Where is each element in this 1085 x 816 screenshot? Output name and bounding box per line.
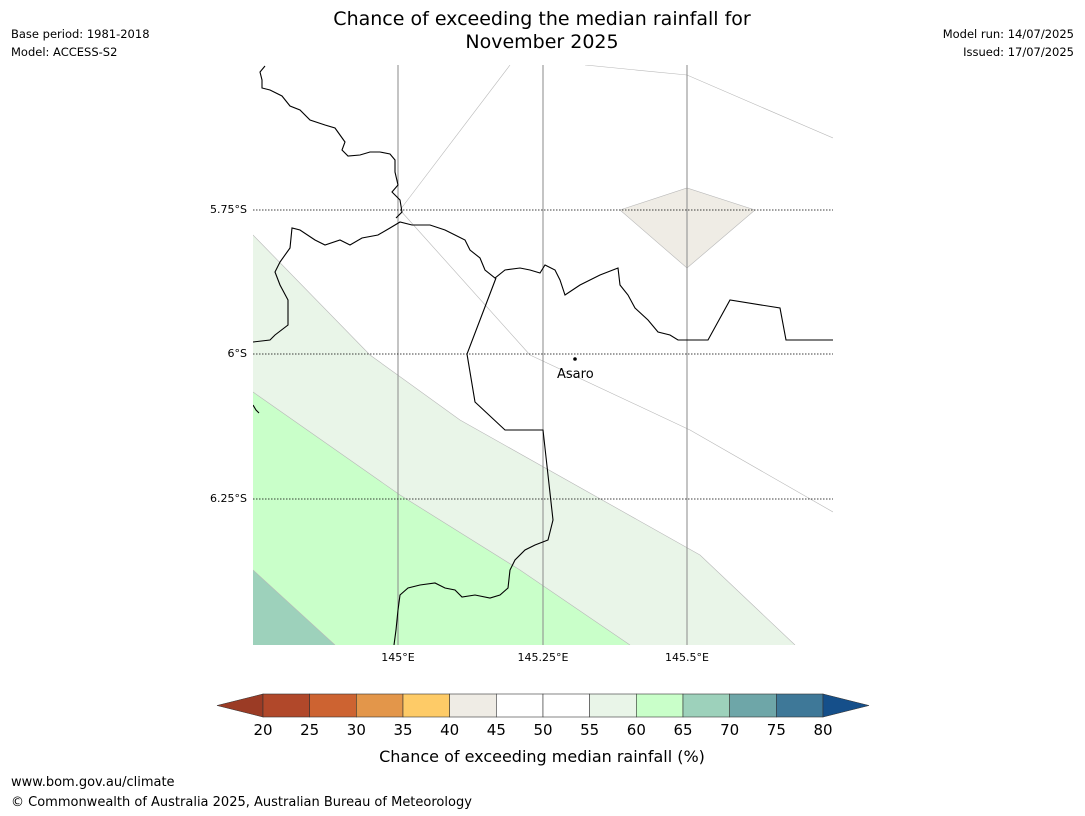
colorbar-swatch xyxy=(589,693,637,718)
colorbar-swatch xyxy=(262,693,310,718)
footer-url: www.bom.gov.au/climate xyxy=(11,775,175,790)
colorbar-swatch xyxy=(636,693,684,718)
colorbar-swatch xyxy=(449,693,497,718)
lon-label-145-25: 145.25°E xyxy=(518,651,569,664)
boundary-central xyxy=(253,221,833,343)
colorbar-swatch xyxy=(542,693,590,718)
colorbar-tick-label: 50 xyxy=(533,721,552,739)
boundary-south-inner xyxy=(393,277,554,645)
model-run-text: Model run: 14/07/2025 xyxy=(942,27,1074,41)
boundary-west-stub xyxy=(253,404,260,414)
lon-label-145-5: 145.5°E xyxy=(665,651,709,664)
lat-label-6-25: 6.25°S xyxy=(210,492,247,505)
colorbar-tick-label: 70 xyxy=(720,721,739,739)
colorbar-tick-label: 30 xyxy=(347,721,366,739)
colorbar-tick-label: 25 xyxy=(300,721,319,739)
colorbar-tick-label: 75 xyxy=(767,721,786,739)
longitude-gridlines xyxy=(397,65,688,645)
colorbar-swatch xyxy=(682,693,730,718)
colorbar-tick-label: 35 xyxy=(393,721,412,739)
colorbar-tick-label: 60 xyxy=(627,721,646,739)
colorbar-label: Chance of exceeding median rainfall (%) xyxy=(379,747,705,766)
issued-text: Issued: 17/07/2025 xyxy=(963,45,1074,59)
latitude-gridlines xyxy=(253,209,833,500)
colorbar-swatch xyxy=(729,693,777,718)
footer-copyright: © Commonwealth of Australia 2025, Austra… xyxy=(11,795,472,810)
colorbar: 20 25 30 35 40 45 50 55 60 65 70 75 80 xyxy=(216,693,870,739)
place-marker-asaro xyxy=(573,357,577,361)
colorbar-extend-under xyxy=(216,693,264,718)
map-area: Asaro xyxy=(253,65,833,645)
boundary-north xyxy=(259,65,403,219)
colorbar-tick-label: 55 xyxy=(580,721,599,739)
zone-60-65 xyxy=(253,392,630,645)
colorbar-swatch xyxy=(356,693,404,718)
meta-right: Model run: 14/07/2025 Issued: 17/07/2025 xyxy=(943,25,1074,61)
colorbar-swatch xyxy=(496,693,544,718)
axis-labels: 5.75°S 6°S 6.25°S 145°E 145.25°E 145.5°E xyxy=(210,203,709,664)
place-label-asaro: Asaro xyxy=(557,367,594,382)
colorbar-tick-label: 40 xyxy=(440,721,459,739)
colorbar-swatch xyxy=(402,693,450,718)
colorbar-tick-label: 80 xyxy=(813,721,832,739)
colorbar-swatch xyxy=(776,693,824,718)
title-line-2: November 2025 xyxy=(465,31,619,53)
boundary-lines xyxy=(253,65,833,645)
colorbar-swatch xyxy=(309,693,357,718)
model-text: Model: ACCESS-S2 xyxy=(11,45,118,59)
lat-label-5-75: 5.75°S xyxy=(210,203,247,216)
colorbar-tick-label: 20 xyxy=(253,721,272,739)
meta-left: Base period: 1981-2018 Model: ACCESS-S2 xyxy=(11,25,150,61)
chart-title: Chance of exceeding the median rainfall … xyxy=(242,8,842,54)
title-line-1: Chance of exceeding the median rainfall … xyxy=(333,8,751,30)
lat-label-6: 6°S xyxy=(228,347,247,360)
colorbar-extend-over xyxy=(822,693,870,718)
colorbar-tick-label: 65 xyxy=(673,721,692,739)
colorbar-tick-label: 45 xyxy=(487,721,506,739)
lon-label-145: 145°E xyxy=(381,651,414,664)
base-period-text: Base period: 1981-2018 xyxy=(11,27,150,41)
